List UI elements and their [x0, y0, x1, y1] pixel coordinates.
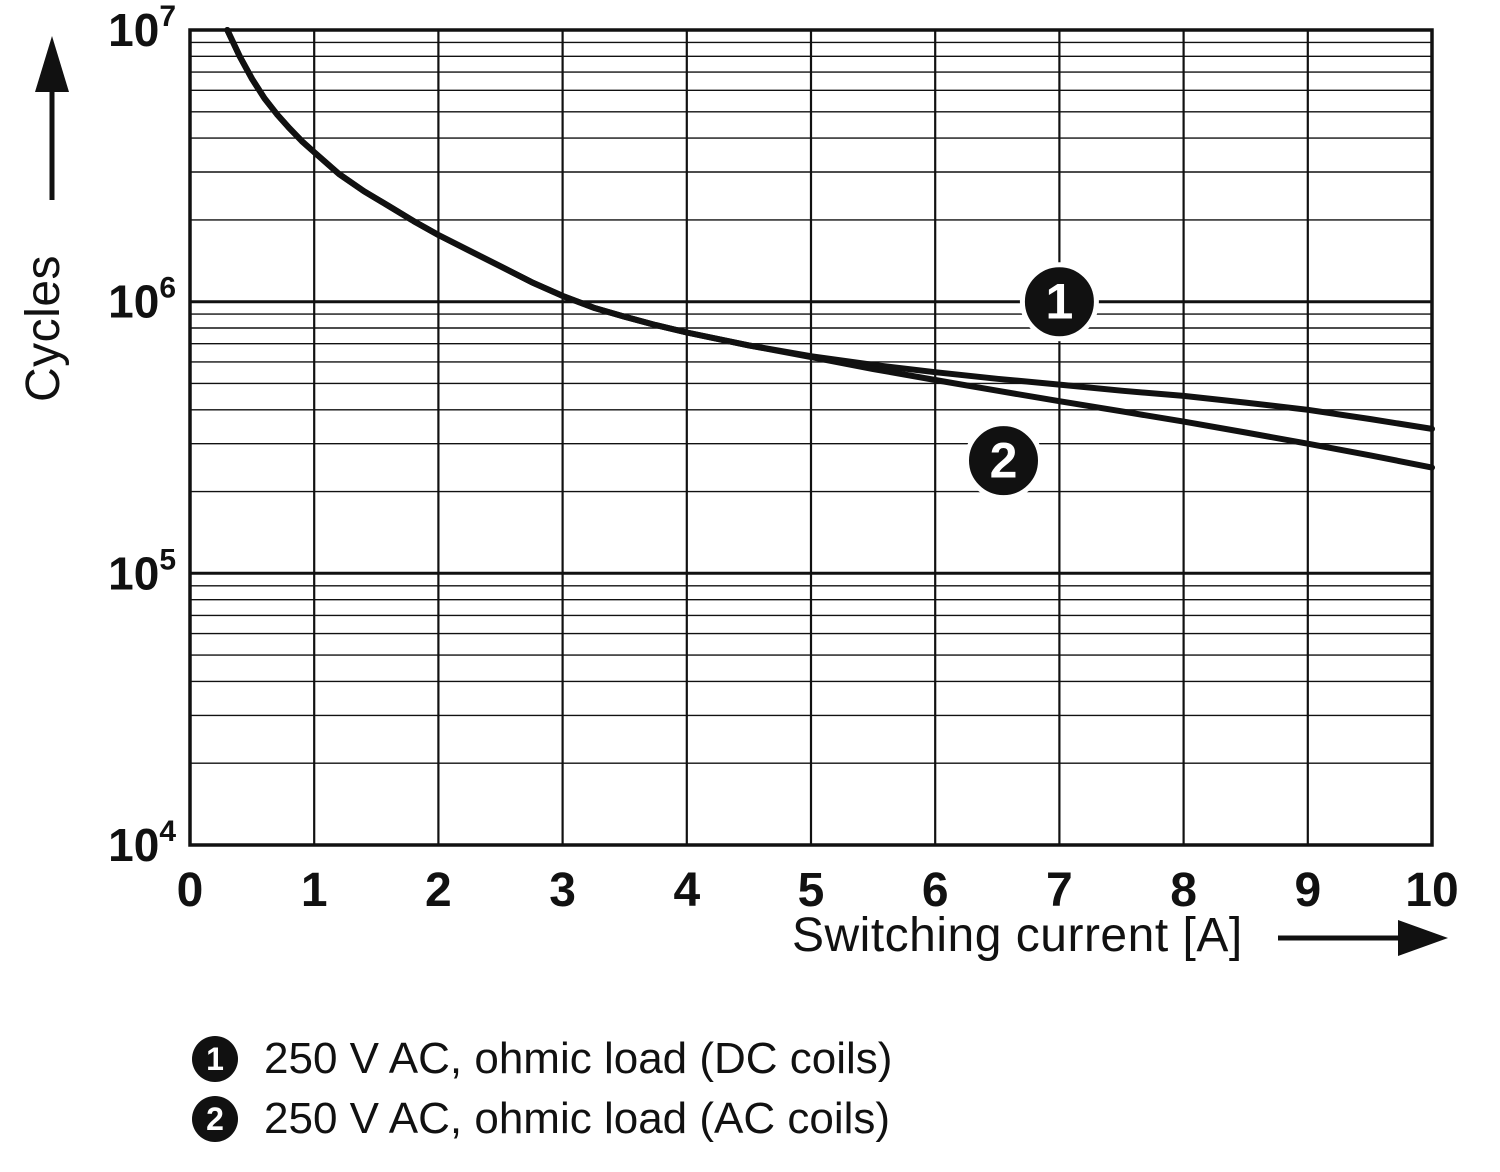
curve-badge-2-icon: [964, 421, 1043, 501]
curve-badge-2-label: 2: [990, 433, 1018, 489]
x-tick-label: 6: [922, 864, 949, 917]
legend-item-2: 2 250 V AC, ohmic load (AC coils): [192, 1094, 892, 1144]
y-tick-label: 106: [108, 272, 176, 328]
y-tick-label: 105: [108, 543, 176, 599]
curve-2: [224, 27, 1435, 471]
x-tick-label: 0: [177, 864, 204, 917]
legend: 1 250 V AC, ohmic load (DC coils) 2 250 …: [192, 1034, 892, 1144]
x-tick-label: 8: [1170, 864, 1197, 917]
legend-marker-2-icon: 2: [192, 1096, 238, 1142]
x-tick-label: 4: [673, 864, 700, 917]
x-tick-label: 2: [425, 864, 452, 917]
legend-label-2: 250 V AC, ohmic load (AC coils): [264, 1094, 891, 1143]
x-tick-label: 9: [1294, 864, 1321, 917]
legend-label-1: 250 V AC, ohmic load (DC coils): [264, 1034, 893, 1083]
y-axis-arrow-icon: [35, 36, 69, 92]
x-axis-arrow-icon: [1398, 920, 1448, 956]
x-tick-label: 7: [1046, 864, 1073, 917]
legend-marker-1-icon: 1: [192, 1036, 238, 1082]
y-tick-label: 104: [108, 815, 176, 871]
y-tick-label: 107: [108, 0, 176, 56]
x-tick-label: 3: [549, 864, 576, 917]
plot-frame: [188, 28, 1434, 847]
x-tick-label: 10: [1405, 864, 1458, 917]
x-tick-label: 5: [798, 864, 825, 917]
y-axis-title: Cycles: [17, 254, 70, 402]
x-tick-label: 1: [301, 864, 328, 917]
x-axis-title: Switching current [A]: [792, 909, 1243, 962]
legend-item-1: 1 250 V AC, ohmic load (DC coils): [192, 1034, 892, 1084]
curve-badge-1-label: 1: [1045, 274, 1073, 330]
curve-badge-1-icon: [1019, 262, 1099, 342]
